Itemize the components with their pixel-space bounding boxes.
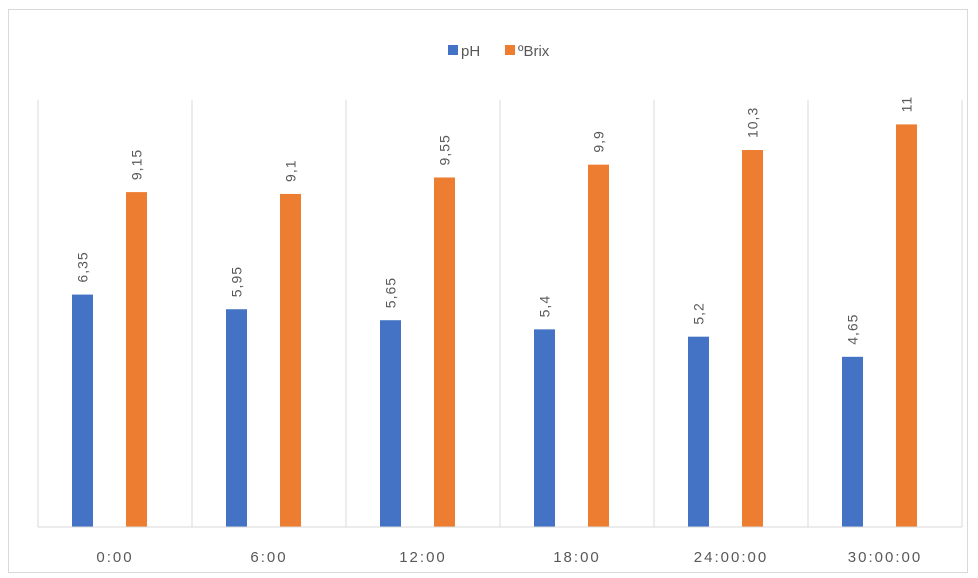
category-label: 30:00:00 xyxy=(848,549,922,566)
legend: pH ºBrix xyxy=(448,43,550,60)
category-label: 12:00 xyxy=(399,549,447,566)
data-label: 5,65 xyxy=(383,277,399,308)
category-label: 6:00 xyxy=(250,549,287,566)
category-label: 0:00 xyxy=(96,549,133,566)
bar-brix xyxy=(280,193,301,527)
data-labels: 6,35 9,15 5,95 9,1 5,65 9,55 5,4 9,9 5,2 10,3 4,65… xyxy=(75,96,915,345)
bar-chart: pH ºBrix 6,35 9,15 5,95 9,1 5,65 9,55 5,4 9,9 5,2… xyxy=(37,43,963,566)
bar-brix xyxy=(896,124,917,528)
bar-brix xyxy=(126,192,147,528)
data-label: 9,15 xyxy=(129,149,145,180)
data-label: 6,35 xyxy=(75,251,91,282)
bar-ph xyxy=(842,356,863,527)
bar-ph xyxy=(688,336,709,527)
data-label: 5,2 xyxy=(691,302,707,324)
data-label: 9,55 xyxy=(437,134,453,165)
chart-frame: pH ºBrix 6,35 9,15 5,95 9,1 5,65 9,55 5,4 9,9 5,2… xyxy=(8,9,968,573)
bar-brix xyxy=(588,164,609,527)
bars xyxy=(72,124,917,528)
data-label: 9,1 xyxy=(283,159,299,181)
bar-ph xyxy=(226,309,247,527)
data-label: 10,3 xyxy=(745,107,761,138)
data-label: 4,65 xyxy=(845,314,861,345)
data-label: 11 xyxy=(899,96,915,113)
data-label: 5,4 xyxy=(537,295,553,317)
bar-ph xyxy=(72,294,93,527)
category-axis-labels: 0:00 6:00 12:00 18:00 24:00:00 30:00:00 xyxy=(96,549,922,566)
data-label: 5,95 xyxy=(229,266,245,297)
legend-label-ph: pH xyxy=(461,43,480,60)
bar-brix xyxy=(742,150,763,527)
data-label: 9,9 xyxy=(591,130,607,152)
category-gridlines xyxy=(37,100,963,527)
bar-brix xyxy=(434,177,455,527)
category-label: 24:00:00 xyxy=(694,549,768,566)
legend-swatch-brix xyxy=(505,45,515,55)
legend-label-brix: ºBrix xyxy=(518,43,550,60)
legend-swatch-ph xyxy=(448,45,458,55)
bar-ph xyxy=(380,320,401,527)
category-label: 18:00 xyxy=(553,549,601,566)
bar-ph xyxy=(534,329,555,527)
